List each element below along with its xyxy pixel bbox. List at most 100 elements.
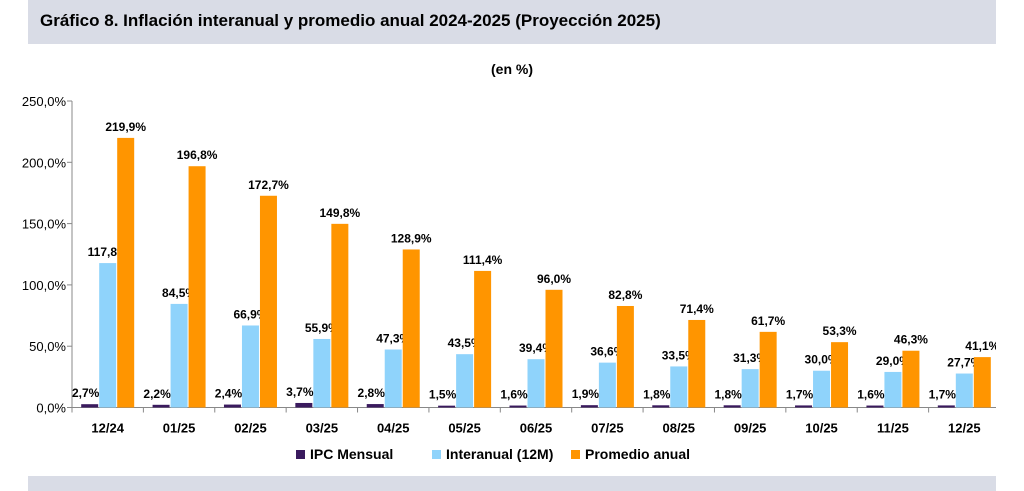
- bar-promedio-anual: [616, 305, 634, 408]
- bar-promedio-anual: [973, 357, 991, 408]
- bar-interanual-12m-: [813, 370, 831, 408]
- bar-interanual-12m-: [527, 359, 545, 408]
- bar-interanual-12m-: [99, 263, 117, 408]
- bar-ipc-mensual: [509, 405, 527, 408]
- data-label: 2,8%: [358, 386, 386, 400]
- bar-promedio-anual: [759, 331, 777, 408]
- data-label: 84,5%: [162, 286, 196, 300]
- data-label: 41,1%: [965, 339, 999, 353]
- bar-promedio-anual: [188, 166, 206, 408]
- bar-promedio-anual: [688, 319, 706, 408]
- data-label: 2,7%: [72, 386, 100, 400]
- data-label: 1,8%: [643, 387, 671, 401]
- bar-ipc-mensual: [795, 405, 813, 408]
- bar-interanual-12m-: [598, 362, 616, 408]
- bar-promedio-anual: [831, 342, 849, 408]
- x-tick-label: 06/25: [520, 421, 553, 436]
- bar-ipc-mensual: [580, 405, 598, 408]
- data-label: 61,7%: [751, 314, 785, 328]
- bar-interanual-12m-: [241, 325, 259, 408]
- legend-label: Promedio anual: [585, 446, 690, 462]
- data-label: 71,4%: [680, 302, 714, 316]
- data-label: 149,8%: [319, 206, 360, 220]
- data-label: 2,2%: [143, 387, 171, 401]
- x-tick-label: 12/24: [91, 421, 124, 436]
- data-label: 27,7%: [947, 356, 981, 370]
- chart-header: Gráfico 8. Inflación interanual y promed…: [28, 0, 1002, 44]
- data-label: 1,9%: [572, 387, 600, 401]
- bar-ipc-mensual: [152, 404, 170, 408]
- legend-label: Interanual (12M): [446, 446, 553, 462]
- y-tick-label: 150,0%: [22, 217, 67, 232]
- data-label: 1,8%: [714, 387, 742, 401]
- bar-promedio-anual: [474, 270, 492, 408]
- y-tick-label: 200,0%: [22, 155, 67, 170]
- x-tick-label: 09/25: [734, 421, 767, 436]
- x-tick-label: 03/25: [306, 421, 339, 436]
- data-label: 36,6%: [590, 345, 624, 359]
- data-label: 96,0%: [537, 272, 571, 286]
- x-tick-label: 11/25: [877, 421, 909, 436]
- chart-title: Gráfico 8. Inflación interanual y promed…: [40, 11, 661, 30]
- bar-interanual-12m-: [313, 338, 331, 408]
- x-tick-label: 05/25: [448, 421, 481, 436]
- data-label: 1,7%: [929, 387, 957, 401]
- data-label: 33,5%: [662, 348, 696, 362]
- data-label: 43,5%: [448, 336, 482, 350]
- data-label: 1,6%: [500, 388, 528, 402]
- data-label: 82,8%: [608, 288, 642, 302]
- bar-ipc-mensual: [366, 404, 384, 408]
- data-label: 128,9%: [391, 231, 432, 245]
- bar-interanual-12m-: [384, 349, 402, 408]
- data-label: 111,4%: [463, 253, 503, 267]
- bar-interanual-12m-: [884, 371, 902, 408]
- bar-ipc-mensual: [937, 405, 955, 408]
- x-tick-label: 04/25: [377, 421, 410, 436]
- bar-promedio-anual: [402, 249, 420, 408]
- data-label: 39,4%: [519, 341, 553, 355]
- x-tick-label: 01/25: [163, 421, 196, 436]
- x-tick-label: 10/25: [805, 421, 838, 436]
- right-margin: [996, 0, 1024, 491]
- y-tick-label: 250,0%: [22, 94, 67, 109]
- legend-swatch: [296, 450, 305, 459]
- data-label: 219,9%: [105, 120, 146, 134]
- x-tick-label: 07/25: [591, 421, 624, 436]
- y-tick-label: 0,0%: [36, 401, 66, 416]
- x-tick-label: 08/25: [662, 421, 695, 436]
- data-label: 1,5%: [429, 388, 457, 402]
- data-label: 2,4%: [215, 387, 243, 401]
- chart-subtitle: (en %): [491, 61, 533, 77]
- bar-promedio-anual: [117, 137, 135, 408]
- y-tick-label: 100,0%: [22, 278, 67, 293]
- data-label: 29,0%: [876, 354, 910, 368]
- data-label: 31,3%: [733, 351, 767, 365]
- x-tick-label: 12/25: [948, 421, 981, 436]
- data-label: 46,3%: [894, 333, 928, 347]
- x-tick-label: 02/25: [234, 421, 267, 436]
- bar-ipc-mensual: [295, 402, 313, 408]
- data-label: 172,7%: [248, 178, 289, 192]
- bar-ipc-mensual: [866, 405, 884, 408]
- data-label: 3,7%: [286, 385, 314, 399]
- bar-interanual-12m-: [170, 303, 188, 408]
- data-label: 30,0%: [805, 353, 839, 367]
- bar-ipc-mensual: [723, 405, 741, 408]
- data-label: 55,9%: [305, 321, 339, 335]
- data-label: 1,7%: [786, 387, 814, 401]
- bar-ipc-mensual: [652, 405, 670, 408]
- bar-promedio-anual: [902, 350, 920, 408]
- bar-ipc-mensual: [438, 405, 456, 408]
- y-tick-label: 50,0%: [29, 339, 66, 354]
- data-label: 1,6%: [857, 388, 885, 402]
- data-label: 196,8%: [177, 148, 218, 162]
- bar-promedio-anual: [259, 195, 277, 408]
- bar-interanual-12m-: [955, 373, 973, 408]
- bar-interanual-12m-: [456, 354, 474, 408]
- left-margin: [0, 0, 28, 491]
- bar-promedio-anual: [331, 223, 349, 408]
- legend-label: IPC Mensual: [310, 446, 393, 462]
- legend-swatch: [571, 450, 580, 459]
- footer-bar: [28, 476, 1002, 491]
- data-label: 53,3%: [823, 324, 857, 338]
